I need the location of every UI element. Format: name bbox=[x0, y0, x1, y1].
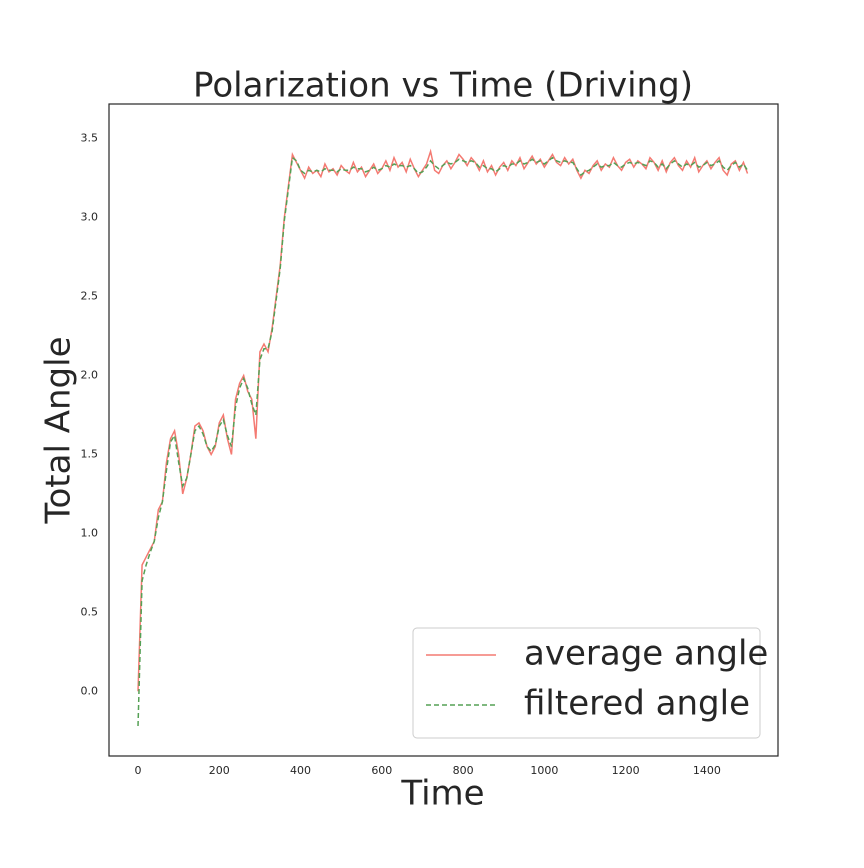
x-tick-label: 200 bbox=[209, 764, 230, 777]
y-axis-label: Total Angle bbox=[39, 337, 79, 525]
y-tick-label: 2.5 bbox=[81, 290, 99, 303]
y-tick-label: 1.5 bbox=[81, 447, 99, 460]
y-tick-label: 1.0 bbox=[81, 526, 99, 539]
x-tick-label: 600 bbox=[371, 764, 392, 777]
y-tick-label: 0.5 bbox=[81, 605, 99, 618]
plot-frame bbox=[108, 103, 779, 757]
x-tick-label: 400 bbox=[290, 764, 311, 777]
x-tick-label: 1000 bbox=[530, 764, 558, 777]
legend-label: filtered angle bbox=[524, 684, 750, 724]
y-tick-label: 2.0 bbox=[81, 369, 99, 382]
x-axis-label: Time bbox=[400, 774, 484, 814]
chart-title: Polarization vs Time (Driving) bbox=[193, 66, 693, 106]
y-tick-label: 3.0 bbox=[81, 211, 99, 224]
y-tick-label: 3.5 bbox=[81, 132, 99, 145]
series-line bbox=[137, 156, 749, 727]
x-tick-label: 800 bbox=[453, 764, 474, 777]
x-tick-label: 0 bbox=[135, 764, 142, 777]
y-tick-label: 0.0 bbox=[81, 684, 99, 697]
legend-label: average angle bbox=[524, 634, 768, 674]
legend-box bbox=[412, 627, 761, 739]
x-tick-label: 1400 bbox=[693, 764, 721, 777]
x-tick-label: 1200 bbox=[612, 764, 640, 777]
